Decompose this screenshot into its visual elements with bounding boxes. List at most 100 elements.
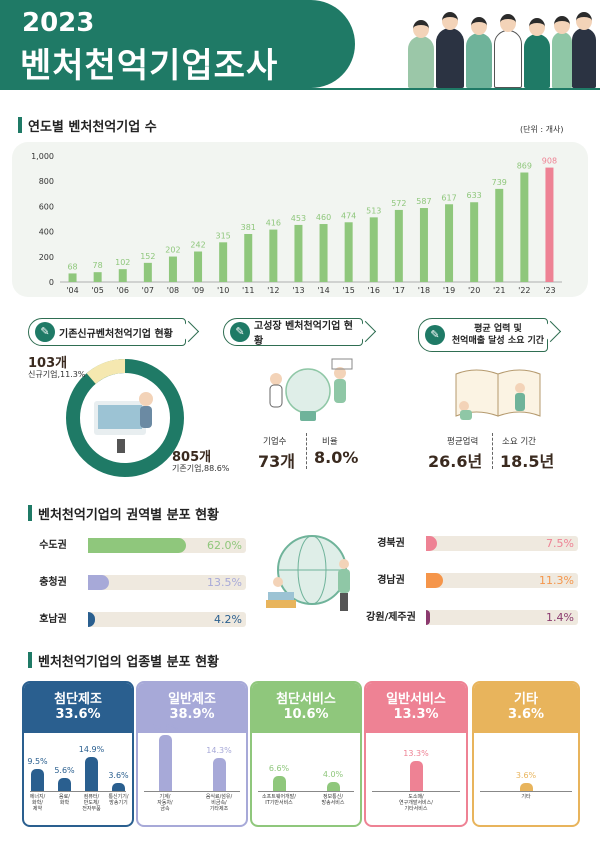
industry-bar-value: 3.6%	[108, 770, 129, 780]
yearly-bar-chart: 1,000 800 600 400 200 0 68 '04 78 '05 102 '06 152 '07…	[31, 152, 562, 295]
y-tick-label: 600	[39, 202, 54, 211]
industry-baseline	[258, 791, 354, 792]
bar-value-label: 869	[517, 162, 532, 171]
x-tick-label: '19	[443, 286, 455, 295]
industry-baseline	[372, 791, 460, 792]
industry-bar-value: 14.9%	[78, 745, 105, 755]
pencil-icon: ✎	[425, 325, 445, 345]
bar-'14	[319, 224, 328, 282]
bar-value-label: 78	[93, 261, 103, 270]
right-region-value: 11.3%	[539, 574, 574, 587]
x-tick-label: '08	[167, 286, 179, 295]
left-region-track: 4.2%	[88, 612, 246, 627]
page-title: 벤처천억기업조사	[20, 46, 279, 86]
industry-bar-label: 기계/ 자동차/ 금속	[157, 794, 173, 812]
new-desc: 신규기업,11.3%	[28, 370, 86, 379]
growth-count-label: 기업수	[263, 437, 287, 447]
industry-card: 기타 3.6% 3.6% 기타	[472, 681, 580, 827]
bar-value-label: 315	[216, 231, 231, 240]
bar-'16	[369, 217, 378, 282]
yearly-heading: 연도별 벤처천억기업 수	[28, 120, 157, 135]
industry-bar-value: 5.6%	[54, 766, 75, 776]
growth-heading: ✎ 고성장 벤처천억기업 현황	[223, 318, 363, 347]
bar-'09	[194, 251, 203, 282]
right-region-value: 1.4%	[546, 611, 574, 624]
x-tick-label: '17	[393, 286, 405, 295]
left-region-fill	[88, 575, 110, 590]
industry-bar-value: 3.6%	[515, 770, 537, 780]
old-count: 805개	[172, 450, 212, 465]
growth-ratio: 8.0%	[314, 448, 359, 467]
x-tick-label: '20	[468, 286, 480, 295]
industry-card-header: 일반서비스 13.3%	[366, 683, 466, 733]
bar-value-label: 587	[416, 197, 431, 206]
industry-name: 첨단서비스	[276, 692, 336, 707]
right-region-fill	[426, 573, 444, 588]
bar-'19	[445, 204, 454, 282]
industry-baseline	[144, 791, 240, 792]
bar-value-label: 453	[291, 214, 306, 223]
bar-'17	[394, 209, 403, 282]
existing-new-donut	[66, 359, 184, 477]
bar-value-label: 633	[467, 191, 482, 200]
regional-heading: 벤처천억기업의 권역별 분포 현황	[38, 508, 220, 523]
growth-heading-text: 고성장 벤처천억기업 현황	[254, 321, 353, 347]
y-tick-label: 0	[49, 278, 54, 287]
industry-bar-value: 13.3%	[403, 748, 429, 758]
y-tick-label: 400	[39, 228, 54, 237]
industry-bar-label: 도소매/ 연구개발서비스/ 기타서비스	[399, 794, 433, 812]
x-tick-label: '15	[342, 286, 354, 295]
period-heading-line1: 평균 업력 및	[474, 324, 522, 334]
bar-'10	[219, 242, 228, 282]
bar-'15	[344, 222, 353, 282]
industry-card: 첨단서비스 10.6% 6.6% 소프트웨어개발/ IT기반서비스 4.0% 정보통신/ …	[250, 681, 362, 827]
y-tick-label: 1,000	[31, 152, 54, 161]
industry-card: 일반서비스 13.3% 13.3% 도소매/ 연구개발서비스/ 기타서비스	[364, 681, 468, 827]
bar-value-label: 102	[115, 258, 130, 267]
existing-new-heading: ✎ 기존신규벤처천억기업 현황	[28, 318, 186, 346]
industry-share: 13.3%	[393, 707, 439, 722]
bar-value-label: 513	[366, 206, 381, 215]
pencil-icon: ✎	[230, 322, 250, 342]
industry-heading: 벤처천억기업의 업종별 분포 현황	[38, 655, 220, 670]
y-tick-label: 200	[39, 253, 54, 262]
globe-illustration	[266, 535, 350, 611]
industry-name: 기타	[514, 692, 538, 707]
bar-value-label: 739	[492, 178, 507, 187]
bar-value-label: 474	[341, 211, 356, 220]
industry-bar-label: 통신기기/ 방송기기	[108, 794, 129, 806]
y-tick-label: 800	[39, 177, 54, 186]
right-region-label: 강원/제주권	[366, 612, 416, 623]
bar-'06	[118, 269, 127, 282]
industry-bar	[158, 735, 172, 791]
bar-value-label: 68	[67, 262, 77, 271]
x-tick-label: '23	[543, 286, 555, 295]
industry-bar-label: 음식료/섬유/ 비금속/ 기타제조	[205, 794, 233, 812]
section-marker	[28, 652, 32, 668]
old-desc: 기존기업,88.6%	[172, 464, 230, 473]
bar-value-label: 617	[441, 193, 456, 202]
divider	[492, 433, 493, 469]
growth-count: 73개	[258, 452, 295, 471]
bar-'05	[93, 272, 102, 282]
bar-'07	[143, 262, 152, 282]
right-region-fill	[426, 536, 438, 551]
bar-value-label: 416	[266, 219, 281, 228]
left-region-track: 62.0%	[88, 538, 246, 553]
industry-card: 일반제조 38.9% 24.6% 기계/ 자동차/ 금속 14.3% 음식료/섬유/ 비금…	[136, 681, 248, 827]
bar-value-label: 202	[165, 246, 180, 255]
industry-bar-label: 에너지/ 화학/ 제약	[29, 794, 46, 812]
industry-bar-label: 컴퓨터/ 반도체/ 전자부품	[82, 794, 101, 812]
industry-share: 3.6%	[507, 707, 545, 722]
industry-bar	[112, 782, 125, 791]
industry-bar-label: 음료/ 화학	[59, 794, 70, 806]
bar-'12	[269, 229, 278, 282]
industry-card-header: 첨단제조 33.6%	[24, 683, 132, 733]
x-tick-label: '12	[267, 286, 279, 295]
x-tick-label: '09	[192, 286, 204, 295]
industry-bar-label: 소프트웨어개발/ IT기반서비스	[262, 794, 296, 806]
left-region-label: 충청권	[39, 577, 67, 588]
industry-baseline	[480, 791, 572, 792]
industry-share: 10.6%	[283, 707, 329, 722]
period-heading-line2: 천억매출 달성 소요 기간	[451, 336, 545, 346]
